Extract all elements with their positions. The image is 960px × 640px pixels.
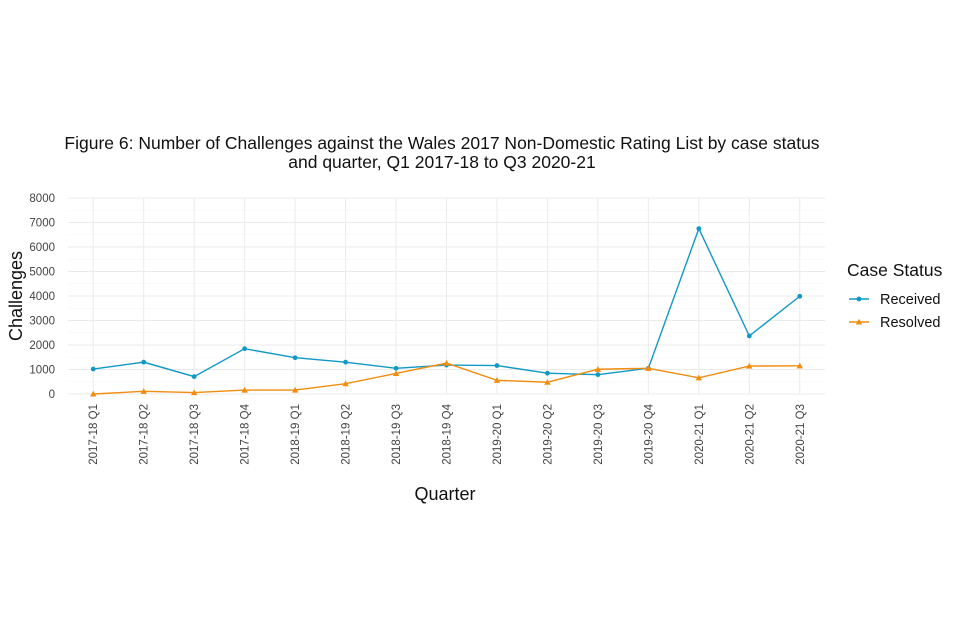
legend-label-received: Received — [880, 292, 940, 308]
x-tick-label: 2017-18 Q1 — [88, 404, 100, 465]
y-tick-label: 5000 — [29, 267, 55, 279]
y-axis-title: Challenges — [6, 251, 26, 341]
data-point-received — [746, 333, 752, 339]
data-point-resolved — [695, 374, 703, 381]
data-point-received — [494, 363, 500, 368]
data-point-received — [292, 355, 298, 361]
data-point-received — [242, 346, 248, 352]
data-point-received — [595, 372, 601, 378]
x-axis-ticks: 2017-18 Q1 2017-18 Q2 2017-18 Q3 2017-18 Q4… — [88, 403, 807, 464]
data-point-received — [141, 359, 147, 365]
data-series — [90, 226, 803, 397]
y-tick-label: 7000 — [29, 218, 55, 230]
y-tick-label: 3000 — [29, 316, 55, 328]
data-point-received — [90, 366, 96, 372]
x-tick-label: 2018-19 Q1 — [290, 404, 302, 465]
x-tick-label: 2017-18 Q3 — [189, 404, 201, 465]
y-tick-label: 8000 — [29, 193, 55, 205]
data-point-resolved — [291, 386, 299, 393]
legend-title: Case Status — [847, 260, 943, 280]
x-tick-label: 2020-21 Q2 — [744, 404, 756, 465]
data-point-resolved — [190, 389, 198, 396]
data-point-resolved — [493, 377, 501, 383]
chart-title-line-1: Figure 6: Number of Challenges against t… — [64, 133, 819, 153]
x-tick-label: 2017-18 Q4 — [240, 403, 252, 464]
x-tick-label: 2019-20 Q4 — [643, 403, 655, 464]
data-point-received — [696, 226, 702, 232]
legend: Case Status Received Resolved — [847, 260, 943, 331]
x-tick-label: 2018-19 Q4 — [442, 403, 454, 464]
x-tick-label: 2020-21 Q1 — [694, 404, 706, 465]
data-point-resolved — [746, 362, 753, 369]
legend-label-resolved: Resolved — [880, 315, 940, 331]
y-tick-label: 1000 — [29, 365, 55, 377]
data-point-received — [545, 370, 550, 376]
legend-marker-resolved — [855, 318, 863, 325]
x-tick-label: 2019-20 Q3 — [593, 404, 605, 465]
data-point-resolved — [342, 380, 349, 387]
legend-item-received: Received — [849, 292, 940, 308]
chart-title: Figure 6: Number of Challenges against t… — [64, 133, 819, 172]
data-point-resolved — [796, 362, 803, 369]
data-point-resolved — [544, 379, 551, 385]
x-tick-label: 2017-18 Q2 — [139, 404, 151, 465]
x-tick-label: 2018-19 Q2 — [341, 404, 353, 465]
x-tick-label: 2020-21 Q3 — [795, 404, 807, 465]
data-point-resolved — [140, 388, 147, 394]
data-point-resolved — [645, 365, 652, 371]
data-point-received — [191, 374, 197, 380]
data-point-received — [393, 365, 399, 371]
x-tick-label: 2019-20 Q2 — [542, 404, 554, 465]
y-tick-label: 4000 — [29, 291, 55, 303]
x-tick-label: 2019-20 Q1 — [492, 404, 504, 465]
chart-title-line-2: and quarter, Q1 2017-18 to Q3 2020-21 — [288, 152, 595, 172]
y-tick-label: 0 — [49, 389, 55, 401]
data-point-resolved — [443, 359, 450, 366]
data-point-resolved — [90, 390, 97, 397]
data-point-resolved — [241, 386, 248, 393]
y-axis-ticks: 0 1000 2000 3000 4000 5000 6000 7000 8000 — [29, 193, 55, 401]
data-point-resolved — [392, 370, 400, 376]
legend-item-resolved: Resolved — [849, 315, 940, 331]
y-tick-label: 2000 — [29, 340, 55, 352]
y-tick-label: 6000 — [29, 242, 55, 254]
data-point-received — [797, 293, 803, 299]
legend-marker-received — [856, 296, 862, 302]
data-point-received — [343, 359, 348, 365]
data-point-resolved — [594, 366, 602, 372]
x-axis-title: Quarter — [414, 484, 475, 504]
x-tick-label: 2018-19 Q3 — [391, 404, 403, 465]
